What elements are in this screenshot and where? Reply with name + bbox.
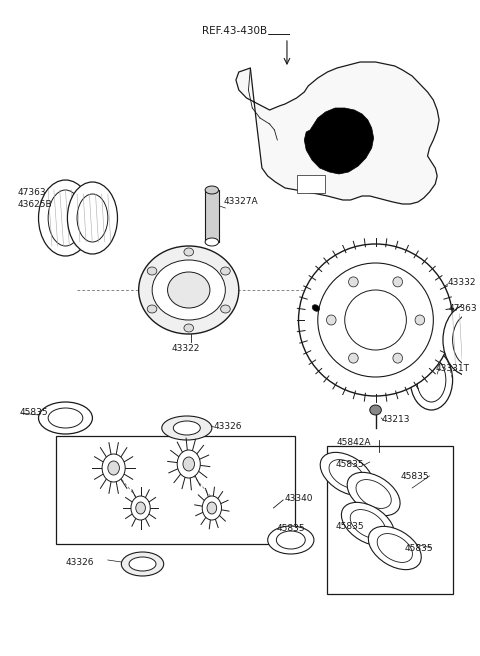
Text: 43340: 43340	[285, 494, 313, 503]
Ellipse shape	[67, 182, 118, 254]
Ellipse shape	[205, 186, 218, 194]
Ellipse shape	[345, 290, 407, 350]
Ellipse shape	[443, 304, 480, 376]
Ellipse shape	[202, 496, 221, 520]
Ellipse shape	[173, 421, 200, 435]
Ellipse shape	[152, 260, 225, 320]
Text: 47363: 47363	[17, 188, 46, 197]
Text: 45835: 45835	[276, 524, 305, 533]
Text: 43326: 43326	[65, 558, 94, 567]
Ellipse shape	[393, 277, 403, 287]
Bar	[205, 190, 218, 242]
Polygon shape	[304, 108, 373, 174]
Text: REF.43-430B: REF.43-430B	[202, 26, 267, 36]
Text: 45835: 45835	[405, 544, 433, 553]
Text: 45835: 45835	[335, 460, 364, 469]
Ellipse shape	[415, 315, 425, 325]
Ellipse shape	[121, 552, 164, 576]
Text: 43326: 43326	[214, 422, 242, 431]
Ellipse shape	[184, 248, 193, 256]
Ellipse shape	[329, 460, 364, 489]
Text: 43332: 43332	[448, 278, 476, 287]
Ellipse shape	[350, 510, 385, 539]
Ellipse shape	[183, 457, 194, 471]
Text: 43327A: 43327A	[223, 197, 258, 206]
Text: 45835: 45835	[19, 408, 48, 417]
Ellipse shape	[136, 502, 145, 514]
Ellipse shape	[77, 194, 108, 242]
Ellipse shape	[356, 480, 391, 508]
Ellipse shape	[139, 246, 239, 334]
Ellipse shape	[162, 416, 212, 440]
Ellipse shape	[221, 305, 230, 313]
Ellipse shape	[347, 472, 400, 516]
Text: 45835: 45835	[401, 472, 429, 481]
Bar	[56, 436, 295, 544]
Ellipse shape	[368, 526, 421, 569]
Ellipse shape	[102, 454, 125, 482]
Ellipse shape	[393, 353, 403, 363]
Bar	[297, 175, 325, 193]
Ellipse shape	[410, 350, 453, 410]
Ellipse shape	[268, 526, 314, 554]
Ellipse shape	[38, 402, 93, 434]
Ellipse shape	[318, 263, 433, 377]
Polygon shape	[236, 62, 439, 204]
Text: 45835: 45835	[335, 522, 364, 531]
Ellipse shape	[184, 324, 193, 332]
Ellipse shape	[417, 358, 446, 402]
Ellipse shape	[320, 453, 373, 496]
Text: 47363: 47363	[449, 304, 478, 313]
Ellipse shape	[341, 502, 395, 546]
Ellipse shape	[177, 450, 200, 478]
Ellipse shape	[312, 305, 320, 312]
Ellipse shape	[348, 353, 358, 363]
Ellipse shape	[299, 244, 453, 396]
Ellipse shape	[131, 496, 150, 520]
Bar	[327, 446, 453, 594]
Ellipse shape	[207, 502, 216, 514]
Ellipse shape	[348, 277, 358, 287]
Text: 45842A: 45842A	[337, 438, 372, 447]
Ellipse shape	[377, 533, 412, 562]
Ellipse shape	[276, 531, 305, 549]
Ellipse shape	[147, 305, 157, 313]
Ellipse shape	[108, 461, 120, 475]
Text: 43213: 43213	[381, 415, 410, 424]
Text: 43625B: 43625B	[17, 200, 52, 209]
Text: 43322: 43322	[171, 344, 200, 353]
Ellipse shape	[48, 408, 83, 428]
Ellipse shape	[205, 238, 218, 246]
Text: 43331T: 43331T	[435, 364, 469, 373]
Ellipse shape	[168, 272, 210, 308]
Ellipse shape	[221, 267, 230, 275]
Ellipse shape	[147, 267, 157, 275]
Ellipse shape	[48, 190, 83, 246]
Ellipse shape	[129, 557, 156, 571]
Ellipse shape	[326, 315, 336, 325]
Text: 43328: 43328	[351, 308, 380, 317]
Ellipse shape	[370, 405, 381, 415]
Ellipse shape	[453, 314, 480, 366]
Ellipse shape	[38, 180, 93, 256]
